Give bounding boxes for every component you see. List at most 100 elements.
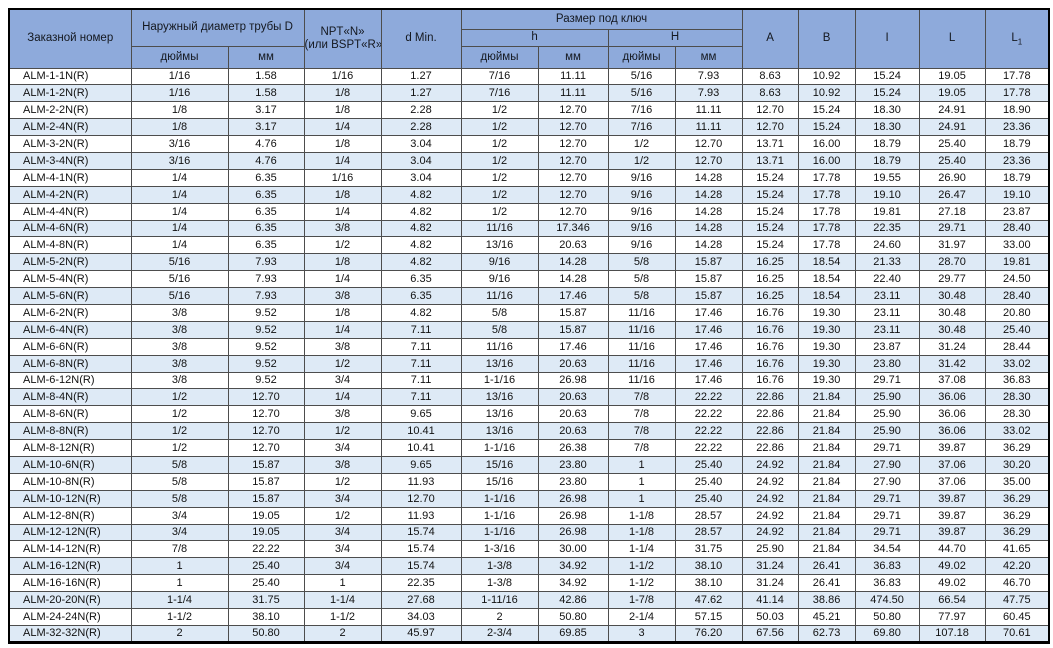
value-cell: 1/2	[460, 101, 539, 120]
table-row: ALM-10-6N(R) 5/8 15.87 3/8 9.65 15/16 23.80 1 25…	[8, 455, 1050, 474]
value-cell: 1	[607, 489, 676, 508]
order-number-cell: ALM-1-1N(R)	[8, 67, 132, 86]
table-row: ALM-5-4N(R) 5/16 7.93 1/4 6.35 9/16 14.28 5/8 15…	[8, 270, 1050, 289]
value-cell: 1	[130, 557, 229, 576]
value-cell: 2	[303, 624, 382, 644]
value-cell: 1	[607, 455, 676, 474]
value-cell: 18.90	[984, 101, 1050, 120]
value-cell: 28.40	[984, 287, 1050, 305]
value-cell: 1/4	[130, 219, 229, 238]
value-cell: 12.70	[674, 151, 743, 170]
value-cell: 19.05	[918, 84, 986, 103]
value-cell: 5/8	[130, 455, 229, 474]
value-cell: 17.78	[984, 84, 1050, 103]
value-cell: 36.83	[984, 371, 1050, 390]
value-cell: 5/8	[607, 270, 676, 289]
table-header: Заказной номер Наружный диаметр трубы D …	[8, 8, 1050, 69]
order-number-cell: ALM-14-12N(R)	[8, 540, 132, 559]
value-cell: 24.60	[854, 236, 920, 255]
value-cell: 19.30	[797, 303, 856, 322]
value-cell: 9/16	[607, 219, 676, 238]
value-cell: 3/8	[303, 405, 382, 424]
value-cell: 15.74	[380, 523, 462, 542]
value-cell: 15.24	[741, 202, 799, 221]
header-h-inches: дюймы	[460, 45, 539, 69]
header-npt-line2: (или BSPT«R»)	[304, 38, 382, 51]
header-outer-diameter: Наружный диаметр трубы D	[130, 8, 305, 47]
value-cell: 1-1/2	[303, 608, 382, 626]
value-cell: 15.24	[797, 101, 856, 120]
value-cell: 3.17	[227, 118, 305, 137]
value-cell: 7.93	[227, 270, 305, 289]
value-cell: 22.22	[227, 540, 305, 559]
header-col-i: I	[854, 8, 920, 69]
value-cell: 3/4	[303, 489, 382, 508]
value-cell: 21.84	[797, 455, 856, 474]
value-cell: 1/8	[303, 135, 382, 153]
value-cell: 42.20	[984, 557, 1050, 576]
value-cell: 11.11	[674, 118, 743, 137]
header-od-mm: мм	[227, 45, 305, 69]
value-cell: 23.11	[854, 303, 920, 322]
value-cell: 1/2	[303, 354, 382, 373]
value-cell: 5/8	[460, 320, 539, 339]
value-cell: 37.08	[918, 371, 986, 390]
value-cell: 22.22	[674, 405, 743, 424]
value-cell: 3/8	[303, 337, 382, 356]
value-cell: 4.82	[380, 202, 462, 221]
value-cell: 17.46	[674, 354, 743, 373]
value-cell: 60.45	[984, 608, 1050, 626]
value-cell: 21.84	[797, 388, 856, 407]
value-cell: 4.82	[380, 219, 462, 238]
value-cell: 3/8	[130, 337, 229, 356]
value-cell: 33.02	[984, 422, 1050, 441]
value-cell: 45.97	[380, 624, 462, 644]
value-cell: 6.35	[227, 202, 305, 221]
value-cell: 20.63	[537, 405, 609, 424]
value-cell: 42.86	[537, 591, 609, 609]
header-col-l1: L1	[984, 8, 1050, 69]
value-cell: 1/2	[460, 202, 539, 221]
value-cell: 77.97	[918, 608, 986, 626]
value-cell: 7/16	[460, 84, 539, 103]
order-number-cell: ALM-1-2N(R)	[8, 84, 132, 103]
header-order-number: Заказной номер	[8, 8, 132, 69]
value-cell: 15.87	[674, 270, 743, 289]
value-cell: 1-1/16	[460, 371, 539, 390]
value-cell: 2	[130, 624, 229, 644]
value-cell: 7.93	[674, 67, 743, 86]
value-cell: 3/16	[130, 135, 229, 153]
value-cell: 36.06	[918, 422, 986, 441]
value-cell: 1-3/8	[460, 574, 539, 593]
header-col-b: B	[797, 8, 856, 69]
value-cell: 66.54	[918, 591, 986, 609]
value-cell: 15.87	[537, 303, 609, 322]
value-cell: 16.25	[741, 253, 799, 272]
value-cell: 22.35	[380, 574, 462, 593]
value-cell: 69.80	[854, 624, 920, 644]
value-cell: 5/8	[130, 472, 229, 491]
value-cell: 34.92	[537, 557, 609, 576]
order-number-cell: ALM-8-6N(R)	[8, 405, 132, 424]
table-row: ALM-1-2N(R) 1/16 1.58 1/8 1.27 7/16 11.11 5/16 7…	[8, 84, 1050, 103]
table-row: ALM-4-8N(R) 1/4 6.35 1/2 4.82 13/16 20.63 9/16 1…	[8, 236, 1050, 255]
value-cell: 1/8	[130, 101, 229, 120]
value-cell: 9/16	[607, 202, 676, 221]
value-cell: 12.70	[380, 489, 462, 508]
value-cell: 9.52	[227, 320, 305, 339]
value-cell: 15.87	[227, 472, 305, 491]
value-cell: 1/4	[130, 185, 229, 204]
table-row: ALM-3-4N(R) 3/16 4.76 1/4 3.04 1/2 12.70 1/2 12.…	[8, 151, 1050, 170]
value-cell: 21.33	[854, 253, 920, 272]
value-cell: 17.78	[797, 219, 856, 238]
value-cell: 1/16	[303, 67, 382, 86]
value-cell: 12.70	[537, 101, 609, 120]
order-number-cell: ALM-6-4N(R)	[8, 320, 132, 339]
header-npt-line1: NPT«N»	[320, 26, 365, 39]
value-cell: 12.70	[227, 439, 305, 457]
value-cell: 3/8	[303, 219, 382, 238]
value-cell: 12.70	[227, 422, 305, 441]
value-cell: 1	[303, 574, 382, 593]
value-cell: 26.98	[537, 523, 609, 542]
value-cell: 16.76	[741, 320, 799, 339]
